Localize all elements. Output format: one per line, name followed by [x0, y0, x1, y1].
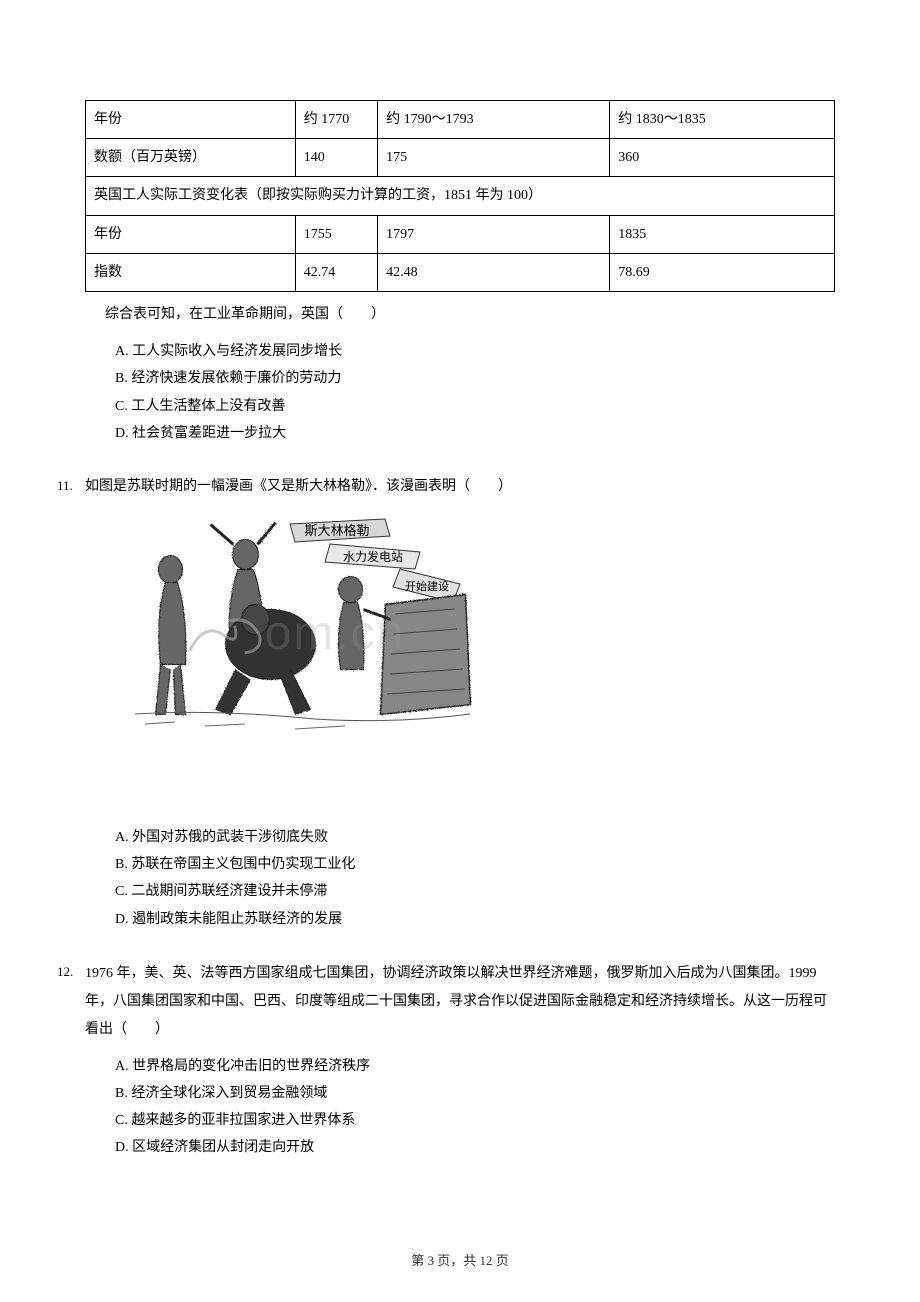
option-a: A. 世界格局的变化冲击旧的世界经济秩序 — [115, 1054, 835, 1079]
option-c: C. 越来越多的亚非拉国家进入世界体系 — [115, 1108, 835, 1133]
table-span-cell: 英国工人实际工资变化表（即按实际购买力计算的工资，1851 年为 100） — [86, 177, 835, 215]
question-11-text: 如图是苏联时期的一幅漫画《又是斯大林格勒》．该漫画表明（ ） — [85, 474, 835, 499]
question-12-options: A. 世界格局的变化冲击旧的世界经济秩序 B. 经济全球化深入到贸易金融领域 C… — [115, 1054, 835, 1161]
option-d: D. 区域经济集团从封闭走向开放 — [115, 1135, 835, 1160]
question-number: 11. — [57, 474, 73, 497]
table-cell: 42.74 — [295, 253, 377, 291]
data-table: 年份 约 1770 约 1790～1793 约 1830～1835 数额（百万英… — [85, 100, 835, 292]
option-c: C. 工人生活整体上没有改善 — [115, 394, 835, 419]
cartoon-svg: 斯大林格勒 水力发电站 开始建设 — [115, 514, 475, 744]
question-number: 12. — [57, 960, 73, 983]
svg-text:水力发电站: 水力发电站 — [343, 549, 403, 564]
table-cell: 360 — [610, 139, 835, 177]
option-c: C. 二战期间苏联经济建设并未停滞 — [115, 879, 835, 904]
table-cell: 1835 — [610, 215, 835, 253]
table-cell: 年份 — [86, 215, 296, 253]
table-cell: 年份 — [86, 101, 296, 139]
question-11-options: A. 外国对苏俄的武装干涉彻底失败 B. 苏联在帝国主义包围中仍实现工业化 C.… — [115, 825, 835, 932]
table-cell: 175 — [378, 139, 610, 177]
table-cell: 42.48 — [378, 253, 610, 291]
svg-text:开始建设: 开始建设 — [405, 579, 449, 593]
cartoon-image: 斯大林格勒 水力发电站 开始建设 — [115, 514, 475, 744]
table-cell: 140 — [295, 139, 377, 177]
table-cell: 指数 — [86, 253, 296, 291]
option-a: A. 外国对苏俄的武装干涉彻底失败 — [115, 825, 835, 850]
question-10-options: A. 工人实际收入与经济发展同步增长 B. 经济快速发展依赖于廉价的劳动力 C.… — [115, 339, 835, 446]
table-cell: 78.69 — [610, 253, 835, 291]
table-cell: 数额（百万英镑） — [86, 139, 296, 177]
table-cell: 1755 — [295, 215, 377, 253]
option-b: B. 苏联在帝国主义包围中仍实现工业化 — [115, 852, 835, 877]
option-d: D. 遏制政策未能阻止苏联经济的发展 — [115, 907, 835, 932]
svg-text:斯大林格勒: 斯大林格勒 — [304, 523, 369, 538]
question-10-intro: 综合表可知，在工业革命期间，英国（ ） — [105, 302, 835, 327]
page-footer: 第 3 页，共 12 页 — [0, 1249, 920, 1272]
option-b: B. 经济快速发展依赖于廉价的劳动力 — [115, 366, 835, 391]
option-a: A. 工人实际收入与经济发展同步增长 — [115, 339, 835, 364]
option-b: B. 经济全球化深入到贸易金融领域 — [115, 1081, 835, 1106]
table-cell: 约 1790～1793 — [378, 101, 610, 139]
question-12: 12. 1976 年，美、英、法等西方国家组成七国集团，协调经济政策以解决世界经… — [85, 960, 835, 1161]
option-d: D. 社会贫富差距进一步拉大 — [115, 421, 835, 446]
table-cell: 1797 — [378, 215, 610, 253]
table-cell: 约 1770 — [295, 101, 377, 139]
question-11: 11. 如图是苏联时期的一幅漫画《又是斯大林格勒》．该漫画表明（ ） 斯大林格勒… — [85, 474, 835, 932]
question-12-text: 1976 年，美、英、法等西方国家组成七国集团，协调经济政策以解决世界经济难题，… — [85, 960, 835, 1044]
table-cell: 约 1830～1835 — [610, 101, 835, 139]
